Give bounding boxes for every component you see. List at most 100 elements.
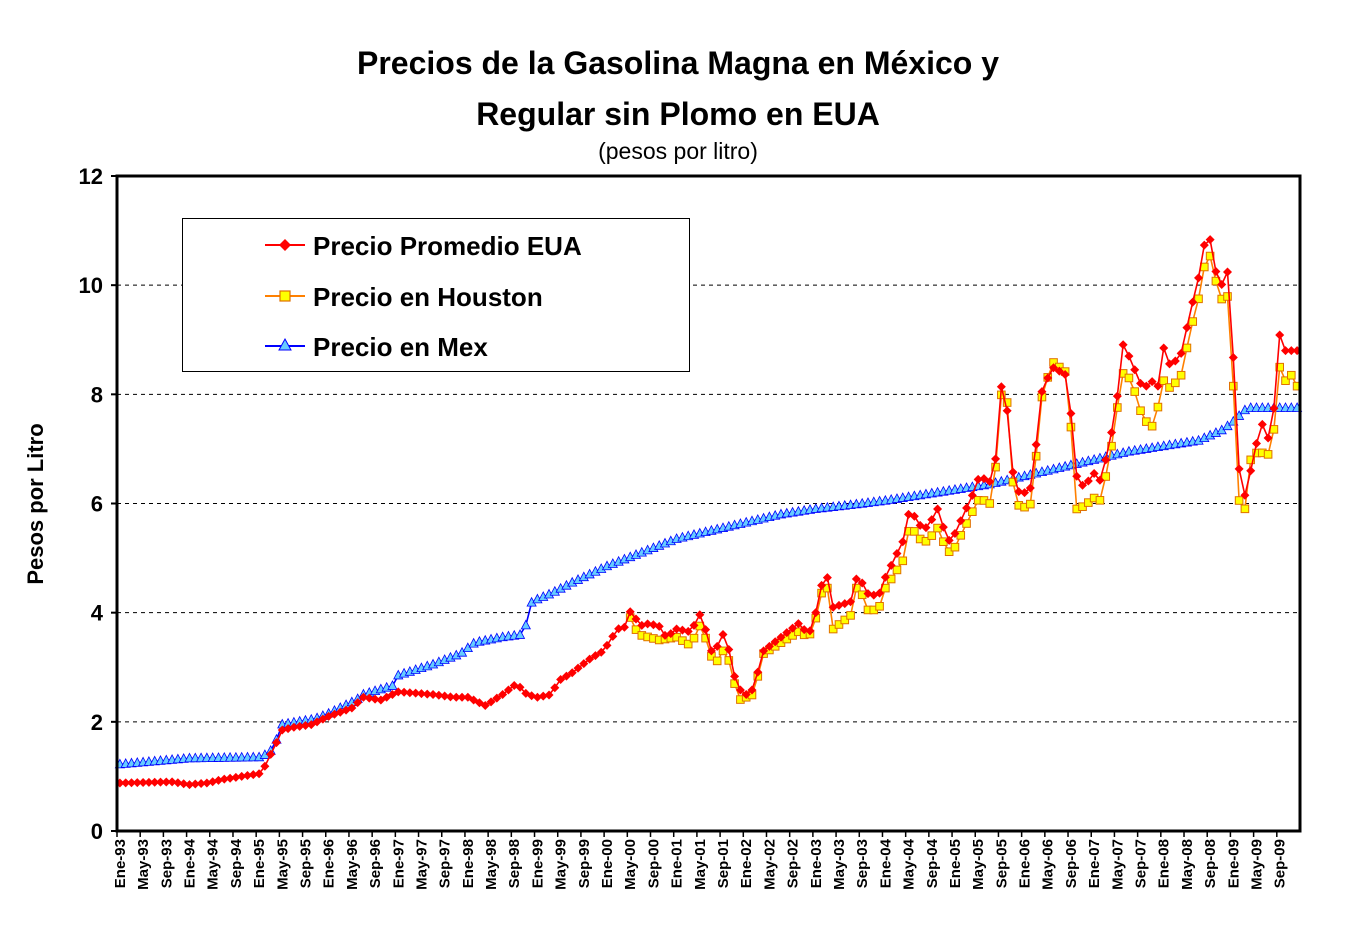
data-point bbox=[1083, 476, 1093, 486]
data-point bbox=[776, 632, 786, 642]
data-point bbox=[880, 572, 890, 582]
data-point bbox=[1026, 499, 1035, 509]
data-point bbox=[1171, 378, 1180, 388]
data-point bbox=[799, 625, 809, 635]
data-point bbox=[985, 499, 995, 508]
data-point bbox=[898, 537, 908, 547]
data-point bbox=[689, 620, 699, 630]
data-point bbox=[1025, 483, 1035, 493]
data-point bbox=[161, 777, 171, 787]
data-point bbox=[1159, 376, 1169, 385]
x-tick-label: Ene-03 bbox=[808, 839, 825, 888]
data-point bbox=[596, 647, 606, 657]
data-point bbox=[567, 668, 577, 678]
legend-label-mex: Precio en Mex bbox=[313, 332, 488, 362]
data-point bbox=[712, 656, 722, 666]
data-point bbox=[579, 659, 589, 669]
data-point bbox=[811, 608, 821, 618]
data-point bbox=[155, 777, 165, 787]
data-point bbox=[451, 692, 461, 702]
data-point bbox=[1020, 488, 1030, 498]
data-point bbox=[1008, 477, 1018, 487]
series-line bbox=[629, 253, 1298, 701]
data-point bbox=[213, 775, 223, 785]
data-point bbox=[631, 614, 641, 624]
data-point bbox=[1275, 362, 1285, 372]
data-point bbox=[1049, 363, 1059, 373]
data-point bbox=[225, 773, 235, 783]
data-point bbox=[219, 774, 229, 784]
data-point bbox=[1153, 402, 1163, 412]
data-point bbox=[724, 656, 734, 665]
legend-item-houston: Precio en Houston bbox=[183, 276, 689, 316]
legend-item-mex: Precio en Mex bbox=[183, 326, 689, 366]
data-point bbox=[126, 778, 136, 788]
data-point bbox=[938, 522, 948, 532]
data-point bbox=[370, 694, 380, 704]
y-tick-label: 6 bbox=[91, 492, 103, 517]
x-tick-label: Ene-99 bbox=[529, 839, 546, 888]
legend-diamond-marker-icon bbox=[265, 239, 305, 251]
data-point bbox=[300, 720, 310, 730]
x-tick-label: Ene-97 bbox=[390, 839, 407, 888]
data-point bbox=[1281, 346, 1291, 356]
data-point bbox=[399, 687, 409, 697]
data-point bbox=[132, 778, 142, 788]
data-point bbox=[834, 620, 844, 629]
x-tick-label: May-95 bbox=[274, 839, 291, 890]
data-point bbox=[585, 654, 595, 664]
data-point bbox=[440, 691, 450, 701]
data-point bbox=[1066, 422, 1076, 432]
data-point bbox=[1246, 466, 1256, 476]
data-point bbox=[654, 621, 664, 631]
data-point bbox=[944, 535, 954, 545]
x-tick-label: Ene-02 bbox=[738, 839, 755, 888]
data-point bbox=[1269, 403, 1279, 413]
y-tick-label: 10 bbox=[79, 273, 103, 298]
data-point bbox=[1159, 343, 1169, 353]
data-point bbox=[1246, 455, 1256, 465]
chart-subtitle: (pesos por litro) bbox=[598, 138, 758, 164]
data-point bbox=[520, 619, 531, 630]
data-point bbox=[1263, 433, 1273, 443]
data-point bbox=[730, 671, 740, 681]
x-tick-label: Ene-04 bbox=[877, 838, 894, 888]
x-tick-label: May-01 bbox=[692, 839, 709, 890]
data-point bbox=[544, 690, 554, 700]
data-point bbox=[764, 641, 774, 651]
data-point bbox=[840, 615, 850, 625]
data-point bbox=[1228, 352, 1238, 362]
data-point bbox=[1217, 279, 1227, 289]
x-tick-label: May-02 bbox=[761, 839, 778, 890]
data-point bbox=[822, 573, 832, 583]
data-point bbox=[921, 523, 931, 533]
data-point bbox=[538, 691, 548, 701]
x-tick-label: Sep-99 bbox=[576, 839, 593, 888]
data-point bbox=[1095, 475, 1105, 485]
legend-triangle-marker-icon bbox=[265, 337, 305, 351]
y-tick-label: 4 bbox=[91, 601, 104, 626]
data-point bbox=[857, 578, 867, 588]
data-point bbox=[1286, 346, 1296, 356]
data-point bbox=[422, 689, 432, 699]
data-point bbox=[1170, 356, 1180, 366]
series-layer bbox=[114, 235, 1303, 790]
x-tick-label: Ene-98 bbox=[460, 839, 477, 888]
x-tick-label: May-97 bbox=[413, 839, 430, 890]
data-point bbox=[1275, 330, 1285, 340]
data-point bbox=[173, 778, 183, 788]
data-point bbox=[759, 646, 769, 656]
x-tick-label: Sep-02 bbox=[785, 839, 802, 888]
data-point bbox=[701, 625, 711, 635]
data-point bbox=[295, 721, 305, 731]
data-point bbox=[724, 645, 734, 655]
data-point bbox=[121, 778, 131, 788]
x-tick-label: Ene-08 bbox=[1156, 839, 1173, 888]
data-point bbox=[503, 685, 513, 695]
data-point bbox=[1043, 373, 1053, 383]
data-point bbox=[1107, 441, 1116, 451]
data-point bbox=[909, 511, 919, 521]
data-point bbox=[718, 630, 728, 639]
data-point bbox=[514, 629, 526, 639]
data-point bbox=[289, 722, 299, 732]
